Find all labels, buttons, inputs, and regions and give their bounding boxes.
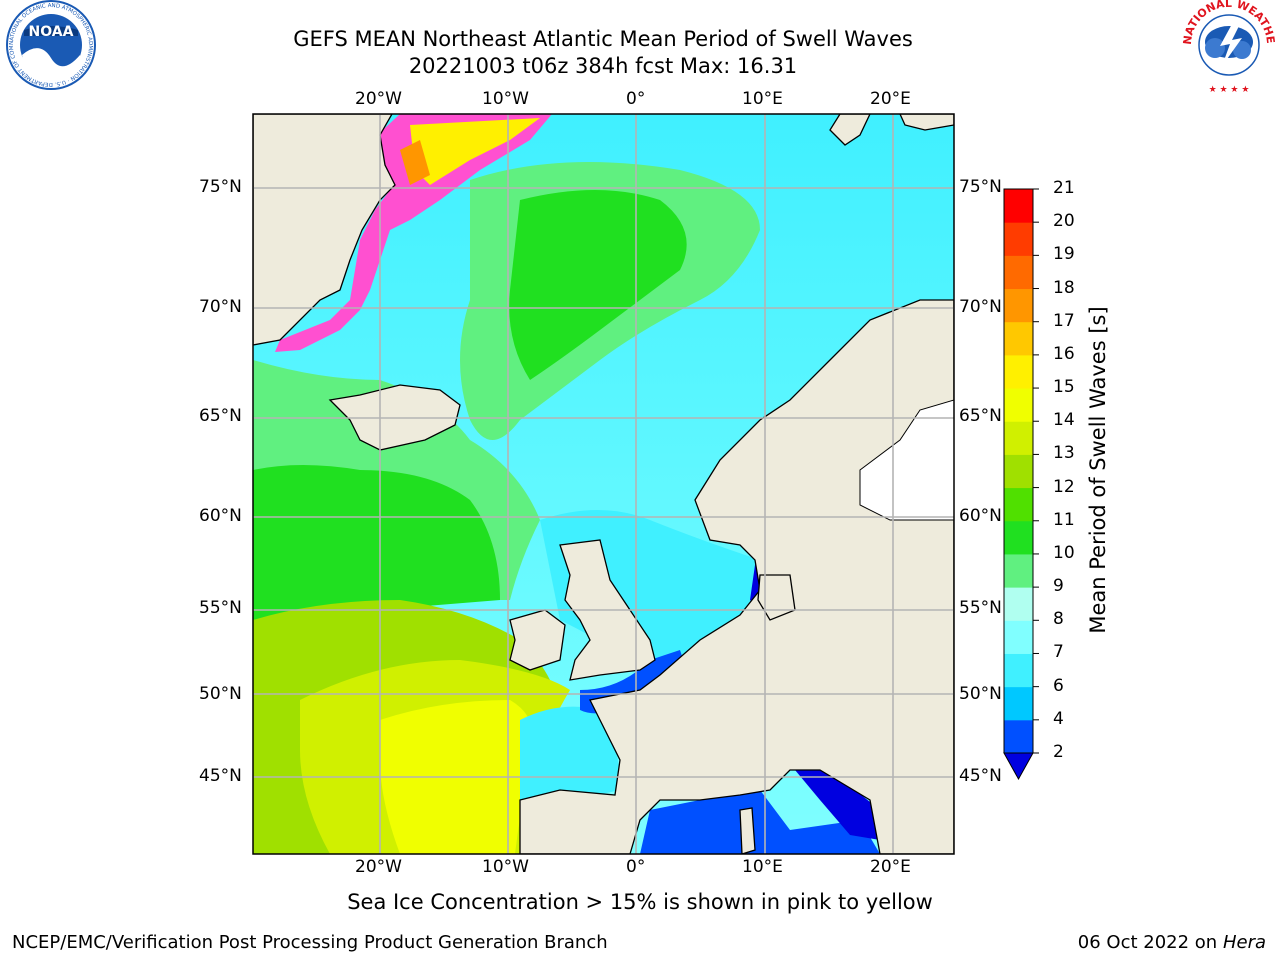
footer-date: 06 Oct 2022 on Hera [1078,932,1266,953]
colorbar-segment [1004,189,1033,223]
noaa-logo-text: NOAA [29,24,74,40]
footer-credit: NCEP/EMC/Verification Post Processing Pr… [12,932,608,953]
lon-label-bottom-20w: 20°W [355,857,402,877]
lon-label-bottom-10e: 10°E [742,857,783,877]
colorbar-tick-label: 4 [1053,708,1064,729]
swell-zone-blue-med [640,790,880,854]
land-svalbard [829,114,871,146]
lat-label-right-70n: 70°N [959,297,1002,317]
colorbar-under-arrow [1003,752,1034,781]
land-corsica-sardinia [739,807,756,854]
swell-zone-green-mid [253,465,500,620]
lon-label-bottom-20e: 20°E [870,857,911,877]
svg-text:NATIONAL WEATHER SERVICE: NATIONAL WEATHER SERVICE [0,0,1277,45]
land-white-fennoscandia [859,399,954,521]
colorbar-tick-label: 17 [1053,310,1075,331]
svg-text:★ ★ ★ ★: ★ ★ ★ ★ [1209,85,1250,95]
lon-label-top-20e: 20°E [870,89,911,109]
colorbar-tick-label: 15 [1053,377,1075,398]
colorbar-tick-label: 21 [1053,178,1075,198]
lon-label-top-10w: 10°W [482,89,529,109]
colorbar-segment [1004,255,1033,290]
land-ireland [509,609,566,671]
colorbar-segment [1004,454,1033,489]
colorbar-tick-label: 11 [1053,509,1075,530]
lat-label-left-55n: 55°N [199,598,242,618]
colorbar-tick-label: 13 [1053,443,1075,464]
swell-zone-green-core [509,190,687,380]
colorbar-tick-label: 12 [1053,476,1075,497]
colorbar-tick-label: 8 [1053,609,1064,630]
map-frame [252,113,955,855]
lon-label-top-20w: 20°W [355,89,402,109]
lat-label-right-50n: 50°N [959,684,1002,704]
colorbar-segment [1004,520,1033,555]
colorbar-tick-label: 10 [1053,542,1075,563]
lat-label-left-70n: 70°N [199,297,242,317]
colorbar-segment [1004,421,1033,455]
lat-label-right-55n: 55°N [959,598,1002,618]
nws-logo: NATIONAL WEATHER SERVICE ★ ★ ★ ★ [0,0,1277,95]
colorbar-segment [1004,620,1033,654]
colorbar-tick-label: 7 [1053,642,1064,663]
colorbar-tick-label: 14 [1053,410,1075,431]
colorbar-tick-label: 16 [1053,343,1075,364]
lat-label-left-65n: 65°N [199,406,242,426]
colorbar [1003,188,1039,781]
colorbar-segment [1004,686,1033,721]
colorbar-segment [1004,553,1033,588]
footer-date-text: 06 Oct 2022 on [1077,932,1223,953]
map-panel [253,114,954,854]
map-gridlines [253,114,954,854]
land-denmark [757,574,796,621]
colorbar-segment [1004,587,1033,621]
lat-label-left-50n: 50°N [199,684,242,704]
colorbar-segment [1004,487,1033,522]
lat-label-left-60n: 60°N [199,506,242,526]
colorbar-tick-label: 6 [1053,675,1064,696]
land-svalbard-east [899,114,954,131]
swell-zone-blue-adriatic [795,770,880,840]
footer-machine: Hera [1222,932,1266,953]
lon-label-top-0: 0° [626,89,646,109]
map-subtitle: 20221003 t06z 384h fcst Max: 16.31 [408,54,798,78]
map-title: GEFS MEAN Northeast Atlantic Mean Period… [293,27,913,51]
lon-label-bottom-10w: 10°W [482,857,529,877]
lon-label-bottom-0: 0° [626,857,646,877]
noaa-logo: NOAA NATIONAL OCEANIC AND ATMOSPHERIC AD… [0,0,96,90]
colorbar-tick-label: 18 [1053,277,1075,298]
sea-ice-orange [400,140,430,185]
colorbar-tick-label: 19 [1053,244,1075,265]
lat-label-left-45n: 45°N [199,766,242,786]
nws-logo-ring-text: NATIONAL WEATHER SERVICE [0,0,1277,45]
sea-ice-note: Sea Ice Concentration > 15% is shown in … [347,890,933,914]
colorbar-segment [1004,354,1033,389]
lat-label-right-60n: 60°N [959,506,1002,526]
lat-label-right-45n: 45°N [959,766,1002,786]
colorbar-title: Mean Period of Swell Waves [s] [1086,306,1110,634]
colorbar-tick-label: 20 [1053,211,1075,232]
colorbar-frame [1003,188,1034,754]
colorbar-segment [1004,321,1033,356]
land-scandinavia [519,299,954,854]
colorbar-segment [1004,653,1033,688]
colorbar-tick-label: 2 [1053,742,1064,762]
colorbar-segment [1004,719,1033,754]
colorbar-segment [1004,388,1033,422]
lat-label-right-65n: 65°N [959,406,1002,426]
lat-label-right-75n: 75°N [959,177,1002,197]
colorbar-segment [1004,288,1033,323]
colorbar-segment [1004,222,1033,256]
lon-label-top-10e: 10°E [742,89,783,109]
lat-label-left-75n: 75°N [199,177,242,197]
colorbar-tick-label: 9 [1053,576,1064,597]
